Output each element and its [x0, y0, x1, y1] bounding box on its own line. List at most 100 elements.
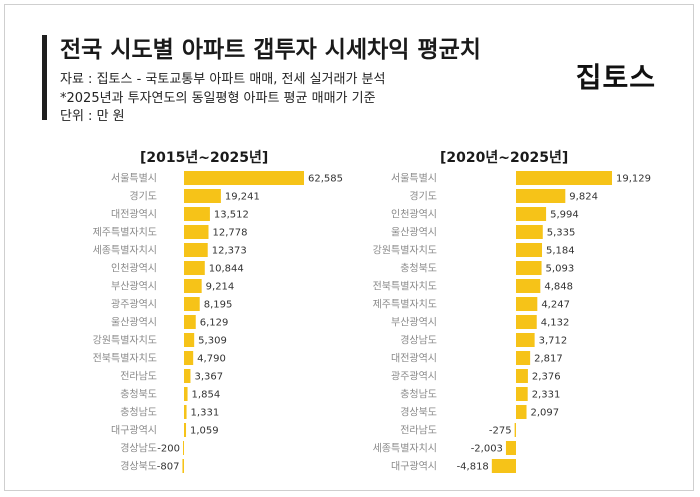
- left-category-label: 세종특별자치시: [93, 245, 157, 257]
- left-value-label: 12,373: [212, 246, 247, 257]
- right-chart-title: [2020년~2025년]: [440, 150, 569, 166]
- left-value-label: 3,367: [194, 372, 223, 383]
- left-value-label: 1,331: [191, 408, 220, 419]
- title-accent-bar: [42, 35, 47, 120]
- basis-note: *2025년과 투자연도의 동일평형 아파트 평균 매매가 기준: [60, 91, 376, 106]
- right-bar: [516, 243, 543, 257]
- left-value-label: 1,854: [192, 390, 221, 401]
- left-bar: [184, 351, 194, 365]
- right-value-label: 2,817: [534, 354, 563, 365]
- left-value-label: 9,214: [206, 282, 235, 293]
- left-category-label: 인천광역시: [111, 263, 157, 275]
- left-value-label: 5,309: [198, 336, 227, 347]
- left-bar: [184, 243, 208, 257]
- left-value-label: 6,129: [200, 318, 229, 329]
- left-category-label: 경기도: [129, 190, 157, 203]
- right-bar: [516, 297, 538, 311]
- left-bar: [184, 279, 202, 293]
- right-value-label: 2,376: [532, 372, 561, 383]
- left-category-label: 서울특별시: [111, 173, 157, 185]
- right-value-label: 5,093: [546, 264, 575, 275]
- right-value-label: 4,848: [544, 282, 573, 293]
- left-category-label: 경상북도: [120, 460, 157, 473]
- left-value-label: 13,512: [214, 210, 249, 221]
- left-value-label: 19,241: [225, 192, 260, 203]
- right-bar: [516, 315, 537, 329]
- right-category-label: 세종특별자치시: [373, 443, 437, 455]
- right-bar: [514, 423, 516, 437]
- left-bar: [184, 207, 210, 221]
- right-bar: [516, 369, 528, 383]
- right-category-label: 경상북도: [400, 406, 437, 419]
- right-category-label: 대전광역시: [391, 353, 437, 365]
- left-value-label: 8,195: [204, 300, 233, 311]
- left-value-label: -200: [157, 444, 180, 455]
- right-value-label: 5,335: [547, 228, 576, 239]
- left-value-label: 1,059: [190, 426, 219, 437]
- right-category-label: 서울특별시: [391, 173, 437, 185]
- right-bar: [516, 207, 547, 221]
- right-value-label: -4,818: [457, 462, 489, 473]
- right-category-label: 제주특별자치도: [373, 299, 437, 311]
- brand-logo: 집토스: [575, 61, 656, 94]
- left-bar: [182, 459, 184, 473]
- right-value-label: -2,003: [471, 444, 503, 455]
- left-bar: [184, 387, 188, 401]
- left-bar: [184, 369, 191, 383]
- right-category-label: 강원특별자치도: [373, 245, 437, 257]
- right-value-label: 9,824: [569, 192, 598, 203]
- left-category-label: 부산광역시: [111, 281, 157, 293]
- right-value-label: 4,132: [541, 318, 570, 329]
- right-value-label: 2,097: [531, 408, 560, 419]
- right-bar: [516, 225, 543, 239]
- left-category-label: 전라남도: [120, 371, 157, 383]
- left-category-label: 울산광역시: [111, 317, 157, 329]
- right-category-label: 충청남도: [400, 389, 437, 401]
- left-bar: [184, 171, 304, 185]
- right-value-label: -275: [489, 426, 512, 437]
- right-bar: [516, 261, 542, 275]
- left-category-label: 충청북도: [120, 389, 157, 401]
- right-category-label: 충청북도: [400, 263, 437, 275]
- left-category-label: 대구광역시: [111, 425, 157, 437]
- left-value-label: 4,790: [197, 354, 226, 365]
- right-category-label: 대구광역시: [391, 461, 437, 473]
- left-category-label: 대전광역시: [111, 209, 157, 221]
- right-category-label: 부산광역시: [391, 317, 437, 329]
- right-value-label: 2,331: [532, 390, 561, 401]
- right-category-label: 경상남도: [400, 334, 437, 347]
- right-bar: [516, 333, 535, 347]
- left-category-label: 광주광역시: [111, 299, 157, 311]
- right-category-label: 전북특별자치도: [373, 281, 437, 293]
- right-bar: [516, 279, 541, 293]
- right-value-label: 5,184: [546, 246, 575, 257]
- right-category-label: 경기도: [409, 190, 437, 203]
- left-chart-title: [2015년~2025년]: [140, 150, 269, 166]
- left-bar: [184, 423, 187, 437]
- left-value-label: -807: [157, 462, 180, 473]
- left-value-label: 12,778: [213, 228, 248, 239]
- page-title: 전국 시도별 아파트 갭투자 시세차익 평균치: [60, 37, 481, 63]
- left-bar: [184, 189, 221, 203]
- unit-note: 단위 : 만 원: [60, 109, 125, 124]
- left-value-label: 62,585: [308, 174, 343, 185]
- card-frame: [4, 4, 694, 491]
- right-value-label: 4,247: [541, 300, 570, 311]
- left-category-label: 충청남도: [120, 407, 157, 419]
- left-bar: [184, 225, 209, 239]
- right-bar: [505, 441, 516, 455]
- left-category-label: 전북특별자치도: [93, 353, 157, 365]
- right-bar: [516, 387, 528, 401]
- left-bar: [184, 315, 196, 329]
- right-category-label: 전라남도: [400, 425, 437, 437]
- right-value-label: 3,712: [539, 336, 568, 347]
- right-bar: [516, 189, 566, 203]
- right-bar: [516, 171, 612, 185]
- left-bar: [184, 297, 200, 311]
- right-bar: [516, 351, 531, 365]
- left-bar: [184, 405, 187, 419]
- left-bar: [184, 333, 195, 347]
- left-category-label: 제주특별자치도: [93, 227, 157, 239]
- left-category-label: 강원특별자치도: [93, 335, 157, 347]
